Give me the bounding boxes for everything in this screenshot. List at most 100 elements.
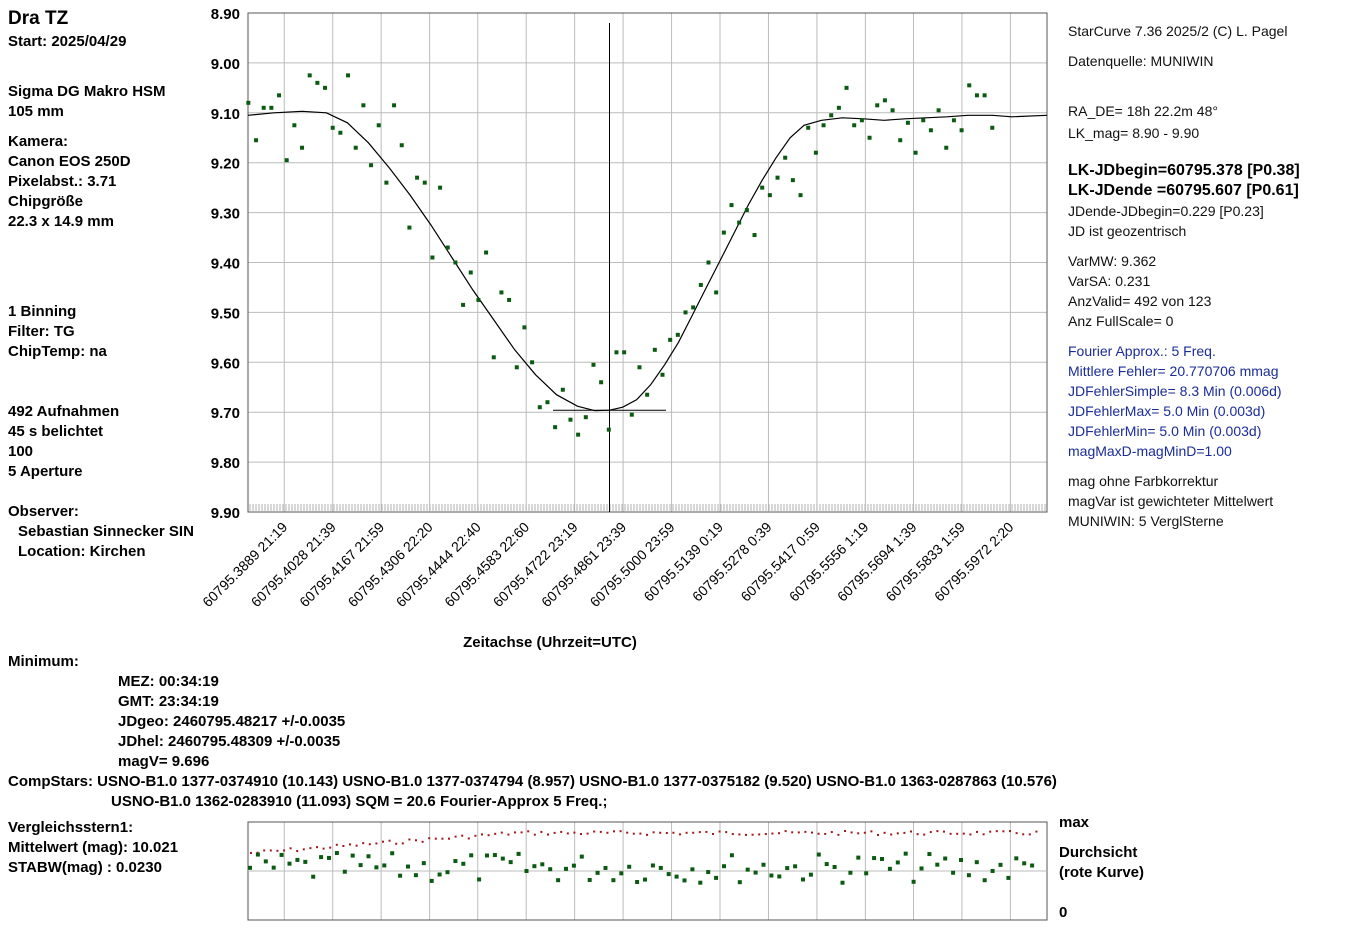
red-point	[580, 833, 582, 836]
fourier-fit-curve	[247, 110, 1048, 412]
var-mw: VarMW: 9.362	[1068, 253, 1157, 269]
jd-begin: LK-JDbegin=60795.378 [P0.38]	[1068, 162, 1300, 179]
red-point	[797, 831, 800, 834]
chip-size: 22.3 x 14.9 mm	[8, 213, 114, 230]
comparison-point	[319, 855, 324, 860]
red-curve-label: (rote Kurve)	[1059, 864, 1145, 881]
red-point	[1022, 833, 1025, 836]
data-point	[813, 150, 818, 155]
comparison-point	[887, 866, 892, 871]
data-point	[614, 350, 619, 355]
red-point	[883, 831, 886, 834]
red-point	[335, 843, 338, 846]
comparison-point	[935, 862, 940, 867]
red-point	[375, 842, 378, 845]
location: Location: Kirchen	[18, 543, 146, 560]
comparison-point	[1014, 856, 1019, 861]
comparison-point	[650, 863, 655, 868]
jd-diff: JDende-JDbegin=0.229 [P0.23]	[1068, 203, 1264, 219]
red-point	[626, 831, 629, 834]
data-point	[691, 305, 696, 310]
red-point	[283, 849, 285, 852]
comparison-point	[959, 857, 963, 862]
data-source: Datenquelle: MUNIWIN	[1068, 53, 1214, 69]
start-date: Start: 2025/04/29	[8, 33, 127, 50]
red-point	[461, 834, 464, 837]
data-point	[913, 150, 918, 155]
red-point	[566, 832, 569, 835]
data-point	[330, 125, 335, 130]
y-tick-label: 9.20	[211, 156, 240, 173]
data-point	[944, 145, 949, 150]
data-point	[683, 310, 688, 315]
red-point	[698, 831, 701, 834]
red-point	[560, 830, 563, 833]
data-point	[430, 255, 435, 260]
data-point	[652, 347, 657, 352]
red-point	[481, 833, 483, 836]
data-point	[629, 412, 634, 417]
red-point	[929, 831, 932, 834]
geocentric-note: JD ist geozentrisch	[1068, 223, 1187, 239]
light-curve-chart: 8.90 9.00 9.10 9.20 9.30 9.40 9.50 9.60 9.70 9.80…	[199, 6, 1048, 651]
data-point	[545, 400, 550, 405]
data-point	[660, 372, 665, 377]
jd-error-max: JDFehlerMax= 5.0 Min (0.003d)	[1068, 403, 1266, 419]
red-point	[811, 831, 813, 834]
red-point	[976, 830, 978, 833]
red-point	[725, 831, 728, 834]
data-point	[530, 360, 535, 365]
red-point	[500, 831, 503, 834]
transparency-red-points	[250, 830, 1038, 854]
comparison-point	[856, 855, 861, 860]
red-point	[448, 837, 450, 840]
max-label: max	[1059, 814, 1090, 831]
binning: 1 Binning	[8, 303, 77, 320]
red-point	[943, 830, 945, 833]
data-point	[921, 118, 926, 123]
red-point	[395, 842, 398, 845]
comparison-point	[358, 863, 363, 868]
red-point	[606, 831, 609, 834]
comparison-point	[255, 852, 260, 857]
comparison-point	[500, 856, 505, 861]
red-point	[870, 830, 873, 833]
red-point	[487, 834, 490, 837]
chip-label: Chipgröße	[8, 193, 83, 210]
data-point	[292, 123, 297, 128]
comparison-point	[816, 852, 821, 857]
red-point	[382, 840, 384, 843]
comparison-point	[469, 853, 474, 858]
comparison-point	[729, 853, 734, 858]
comparison-point	[303, 859, 308, 864]
red-point	[890, 833, 893, 836]
red-point	[923, 833, 926, 836]
red-point	[956, 832, 959, 835]
comparison-point	[532, 864, 537, 869]
observer: Sebastian Sinnecker SIN	[18, 523, 194, 540]
comparison-point	[1006, 875, 1011, 880]
comparison-point	[737, 880, 742, 885]
data-point	[284, 158, 289, 163]
comparison-point	[571, 863, 576, 868]
data-point	[422, 180, 427, 185]
compstars-line1: CompStars: USNO-B1.0 1377-0374910 (10.14…	[8, 773, 1057, 790]
red-point	[738, 833, 741, 836]
red-point	[1015, 832, 1018, 835]
data-point	[905, 120, 910, 125]
data-point	[760, 185, 765, 190]
exposure: 45 s belichtet	[8, 423, 104, 440]
data-point	[852, 123, 857, 128]
data-point	[384, 180, 389, 185]
ra-de: RA_DE= 18h 22.2m 48°	[1068, 103, 1218, 119]
data-point	[269, 105, 274, 110]
comparison-point	[492, 853, 497, 858]
comparison-point	[279, 852, 284, 857]
comparison-point	[437, 872, 442, 877]
comparison-point	[745, 867, 750, 872]
comparison-point	[808, 872, 813, 877]
minimum-mez: MEZ: 00:34:19	[118, 673, 219, 690]
mean-error: Mittlere Fehler= 20.770706 mmag	[1068, 363, 1279, 379]
red-point	[494, 832, 497, 835]
comparison-mean: Mittelwert (mag): 10.021	[8, 839, 179, 856]
